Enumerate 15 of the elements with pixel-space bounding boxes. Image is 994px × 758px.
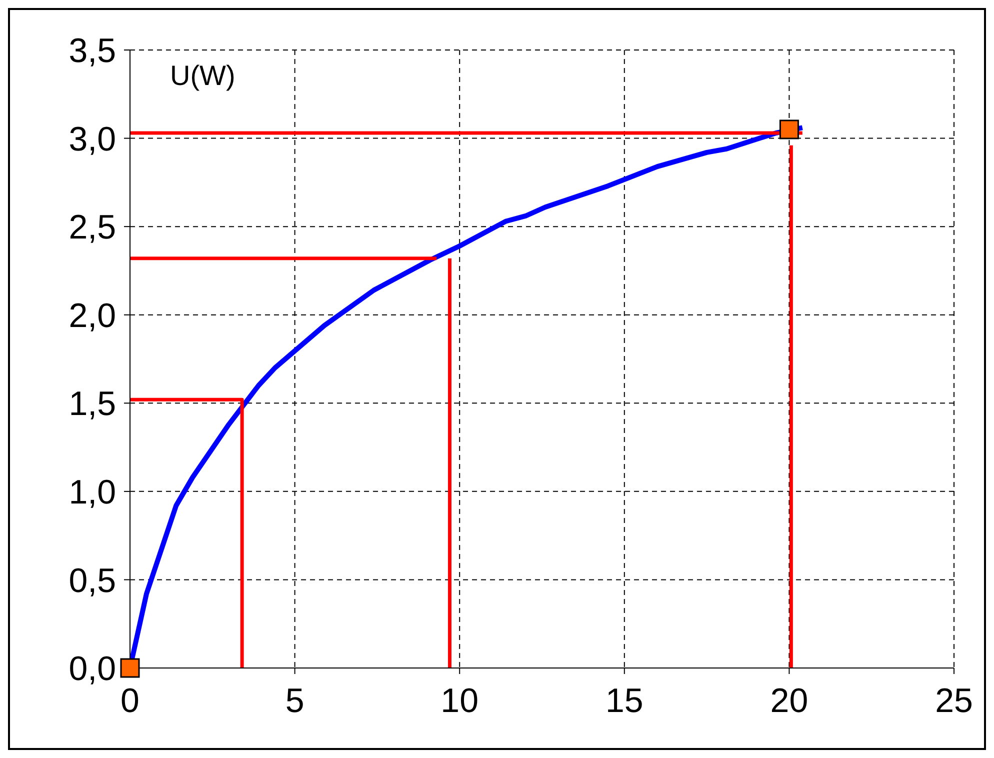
y-tick-label: 2,0 bbox=[68, 296, 116, 335]
x-tick-label: 25 bbox=[935, 682, 973, 720]
y-tick-label: 0,0 bbox=[68, 650, 116, 688]
x-tick-label: 5 bbox=[285, 682, 304, 720]
x-tick-label: 20 bbox=[770, 682, 808, 720]
y-tick-label: 0,5 bbox=[68, 562, 116, 600]
y-tick-label: 2,5 bbox=[68, 208, 116, 247]
y-tick-label: 1,0 bbox=[68, 474, 116, 512]
x-tick-label: 15 bbox=[605, 682, 644, 720]
x-tick-label: 0 bbox=[120, 682, 140, 720]
y-tick-label: 3,0 bbox=[68, 120, 116, 158]
y-tick-label: 3,5 bbox=[68, 32, 116, 70]
y-tick-label: 1,5 bbox=[68, 385, 116, 424]
x-tick-label: 10 bbox=[440, 682, 479, 720]
annotation: U(W) bbox=[170, 60, 236, 92]
